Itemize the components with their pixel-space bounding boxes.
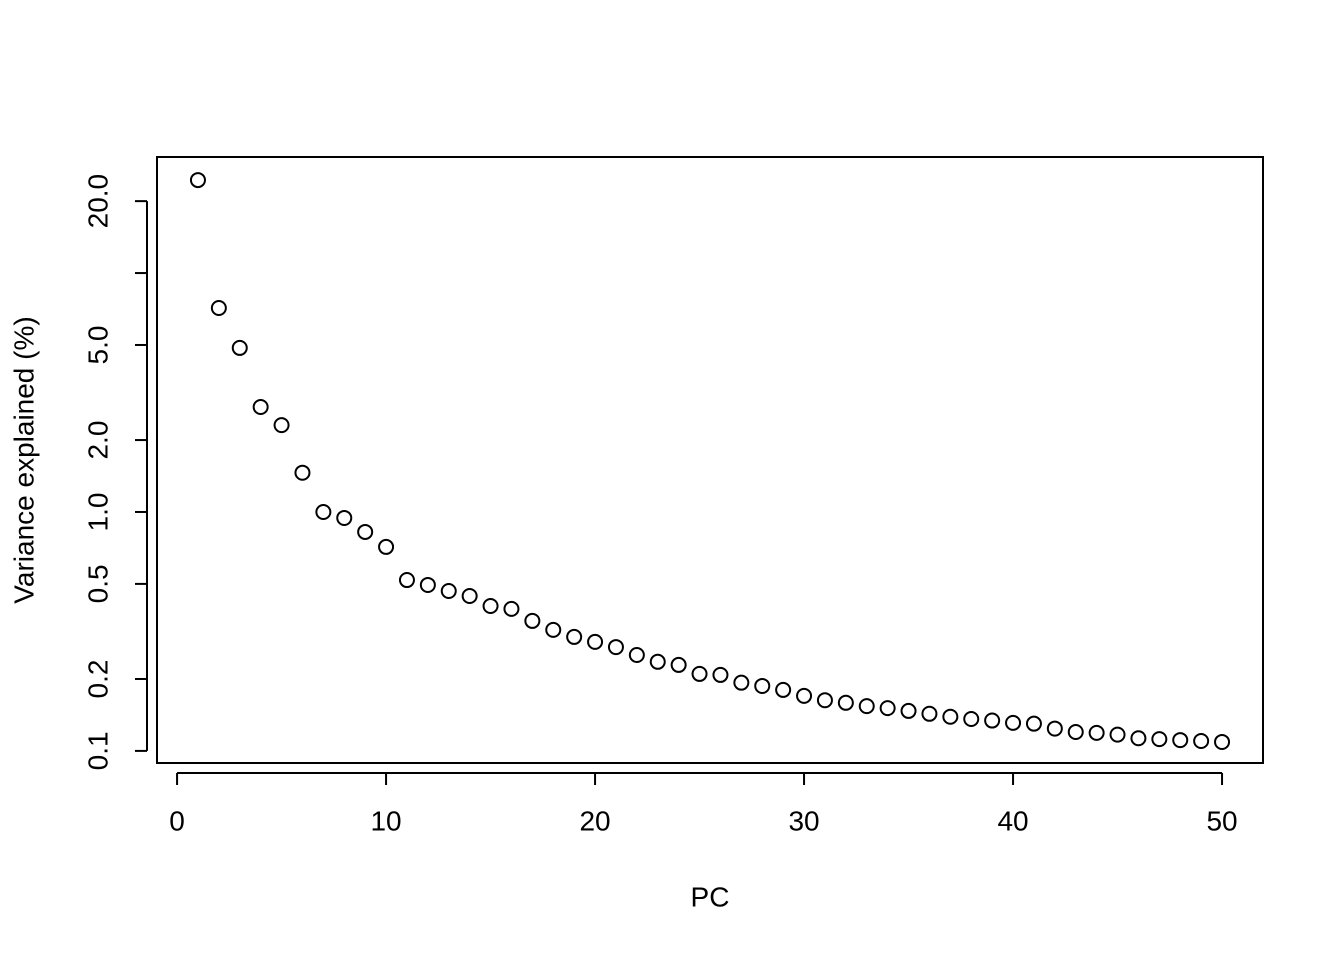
point xyxy=(796,687,813,704)
point xyxy=(482,598,499,615)
point xyxy=(1109,726,1126,743)
point xyxy=(440,582,457,599)
point xyxy=(921,705,938,722)
point xyxy=(1067,723,1084,740)
x-tick-label: 50 xyxy=(1206,805,1237,836)
point xyxy=(1130,730,1147,747)
point xyxy=(900,702,917,719)
x-tick-label: 40 xyxy=(997,805,1028,836)
x-tick-label: 0 xyxy=(169,805,185,836)
point xyxy=(566,628,583,645)
point xyxy=(1005,714,1022,731)
point xyxy=(294,464,311,481)
x-axis-label: PC xyxy=(691,881,730,912)
point xyxy=(942,708,959,725)
point xyxy=(1151,731,1168,748)
y-tick-label: 5.0 xyxy=(82,326,113,365)
point xyxy=(252,399,269,416)
point xyxy=(524,612,541,629)
point xyxy=(545,621,562,638)
y-tick-label: 20.0 xyxy=(82,174,113,229)
y-tick-label: 2.0 xyxy=(82,421,113,460)
point xyxy=(837,694,854,711)
point xyxy=(649,653,666,670)
point xyxy=(357,523,374,540)
point xyxy=(315,503,332,520)
y-tick-label: 0.5 xyxy=(82,564,113,603)
point xyxy=(1088,724,1105,741)
x-tick-label: 30 xyxy=(788,805,819,836)
point xyxy=(419,576,436,593)
point xyxy=(378,538,395,555)
point xyxy=(628,647,645,664)
point xyxy=(1193,733,1210,750)
point xyxy=(210,300,227,317)
point xyxy=(189,172,206,189)
point xyxy=(503,600,520,617)
point xyxy=(712,666,729,683)
y-tick-label: 1.0 xyxy=(82,493,113,532)
point xyxy=(816,692,833,709)
point xyxy=(1214,733,1231,750)
point xyxy=(775,681,792,698)
point xyxy=(963,711,980,728)
x-tick-label: 20 xyxy=(579,805,610,836)
point xyxy=(1046,720,1063,737)
point xyxy=(398,572,415,589)
point xyxy=(670,656,687,673)
point xyxy=(336,509,353,526)
point xyxy=(858,698,875,715)
y-tick-label: 0.1 xyxy=(82,731,113,770)
point xyxy=(587,633,604,650)
plot-frame xyxy=(156,156,1264,764)
x-tick-label: 10 xyxy=(370,805,401,836)
point xyxy=(733,674,750,691)
point xyxy=(607,639,624,656)
point xyxy=(879,700,896,717)
y-axis-label: Variance explained (%) xyxy=(8,316,39,603)
point xyxy=(1025,715,1042,732)
point xyxy=(231,339,248,356)
point xyxy=(691,665,708,682)
y-tick-label: 0.2 xyxy=(82,660,113,699)
point xyxy=(754,677,771,694)
point xyxy=(461,587,478,604)
point xyxy=(984,712,1001,729)
point xyxy=(273,417,290,434)
point xyxy=(1172,732,1189,749)
